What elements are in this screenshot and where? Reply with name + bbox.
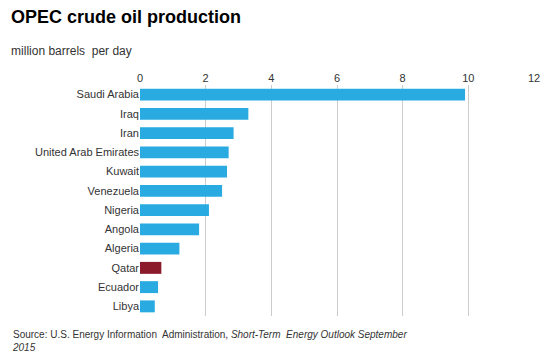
- svg-text:6: 6: [334, 72, 340, 84]
- svg-text:million barrels per day: million barrels per day: [11, 44, 132, 58]
- svg-text:8: 8: [400, 72, 406, 84]
- svg-text:Iran: Iran: [120, 127, 139, 139]
- svg-text:Ecuador: Ecuador: [98, 281, 139, 293]
- svg-text:Venezuela: Venezuela: [88, 185, 140, 197]
- svg-text:Source: U.S. Energy Informatio: Source: U.S. Energy Information Administ…: [12, 329, 407, 353]
- svg-text:4: 4: [268, 72, 274, 84]
- svg-text:Algeria: Algeria: [105, 242, 140, 254]
- svg-text:Iraq: Iraq: [120, 108, 139, 120]
- svg-text:10: 10: [462, 72, 474, 84]
- svg-text:12: 12: [528, 72, 540, 84]
- svg-text:OPEC crude oil production: OPEC crude oil production: [11, 7, 241, 27]
- svg-text:Nigeria: Nigeria: [104, 204, 140, 216]
- svg-text:Saudi Arabia: Saudi Arabia: [77, 88, 140, 100]
- svg-text:Libya: Libya: [113, 300, 140, 312]
- svg-text:2: 2: [203, 72, 209, 84]
- svg-text:Kuwait: Kuwait: [106, 165, 139, 177]
- svg-text:United Arab Emirates: United Arab Emirates: [35, 146, 139, 158]
- svg-text:Qatar: Qatar: [111, 262, 139, 274]
- svg-text:Angola: Angola: [105, 223, 140, 235]
- svg-text:0: 0: [137, 72, 143, 84]
